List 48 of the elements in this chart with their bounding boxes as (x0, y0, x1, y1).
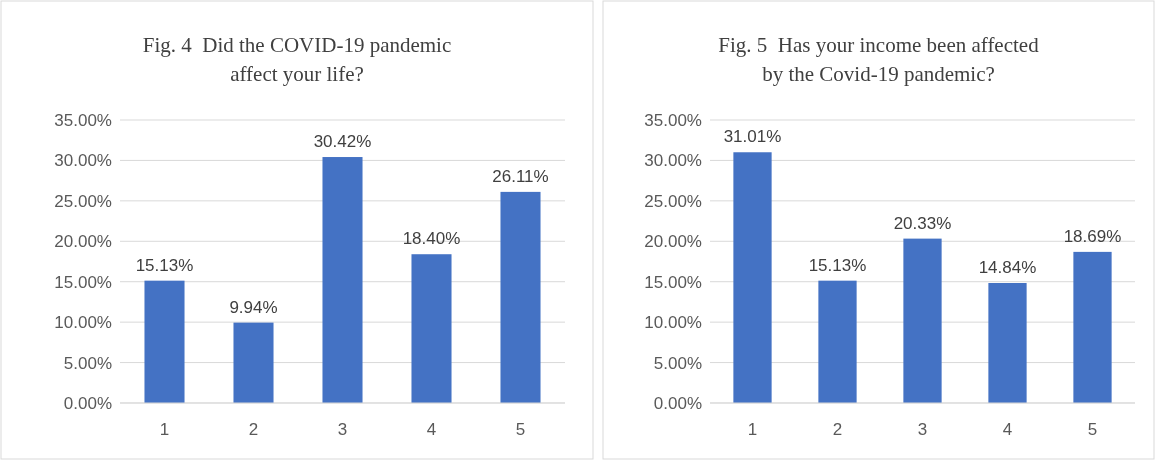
x-tick-label: 1 (159, 420, 170, 439)
y-tick-label: 0.00% (653, 393, 702, 413)
data-label: 15.13% (135, 255, 194, 275)
bar (500, 191, 541, 403)
bar (233, 322, 274, 403)
y-tick-label: 15.00% (54, 272, 112, 292)
bar (411, 254, 452, 403)
data-label: 9.94% (229, 297, 278, 317)
y-tick-label: 5.00% (653, 353, 702, 373)
bar (144, 280, 185, 403)
data-label: 14.84% (978, 258, 1037, 278)
bar (818, 280, 857, 403)
x-tick-label: 5 (515, 420, 526, 439)
bar (1073, 251, 1112, 403)
y-tick-label: 20.00% (644, 232, 702, 252)
y-tick-label: 20.00% (54, 232, 112, 252)
bar (903, 238, 942, 403)
chart-title: Fig. 5 Has your income been affected by the Covid-19 pandemic? (718, 33, 1040, 86)
y-tick-label: 0.00% (63, 393, 112, 413)
x-tick-label: 4 (1002, 420, 1013, 439)
y-tick-label: 30.00% (644, 151, 702, 171)
data-label: 18.69% (1063, 226, 1122, 246)
x-tick-label: 1 (747, 420, 758, 439)
data-label: 31.01% (723, 127, 782, 147)
y-tick-label: 35.00% (54, 110, 112, 130)
bar (733, 152, 772, 403)
chart-title: Fig. 4 Did the COVID-19 pandemic affect your life? (142, 33, 452, 86)
y-tick-label: 35.00% (644, 110, 702, 130)
y-tick-label: 30.00% (54, 151, 112, 171)
y-tick-label: 25.00% (644, 191, 702, 211)
x-tick-label: 2 (832, 420, 843, 439)
x-tick-label: 4 (426, 420, 437, 439)
data-label: 30.42% (313, 132, 372, 152)
x-tick-label: 3 (917, 420, 928, 439)
x-tick-label: 3 (337, 420, 348, 439)
x-tick-label: 2 (248, 420, 259, 439)
data-label: 20.33% (893, 213, 952, 233)
data-label: 26.11% (492, 166, 549, 186)
y-tick-label: 5.00% (63, 353, 112, 373)
x-tick-label: 5 (1087, 420, 1098, 439)
bar (988, 283, 1027, 403)
y-tick-label: 25.00% (54, 191, 112, 211)
y-tick-label: 10.00% (644, 313, 702, 333)
bar (322, 157, 363, 403)
data-label: 15.13% (808, 255, 867, 275)
data-label: 18.40% (402, 229, 461, 249)
y-tick-label: 15.00% (644, 272, 702, 292)
y-tick-label: 10.00% (54, 313, 112, 333)
